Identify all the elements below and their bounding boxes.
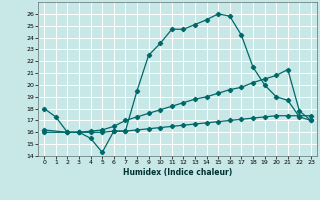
X-axis label: Humidex (Indice chaleur): Humidex (Indice chaleur) <box>123 168 232 177</box>
